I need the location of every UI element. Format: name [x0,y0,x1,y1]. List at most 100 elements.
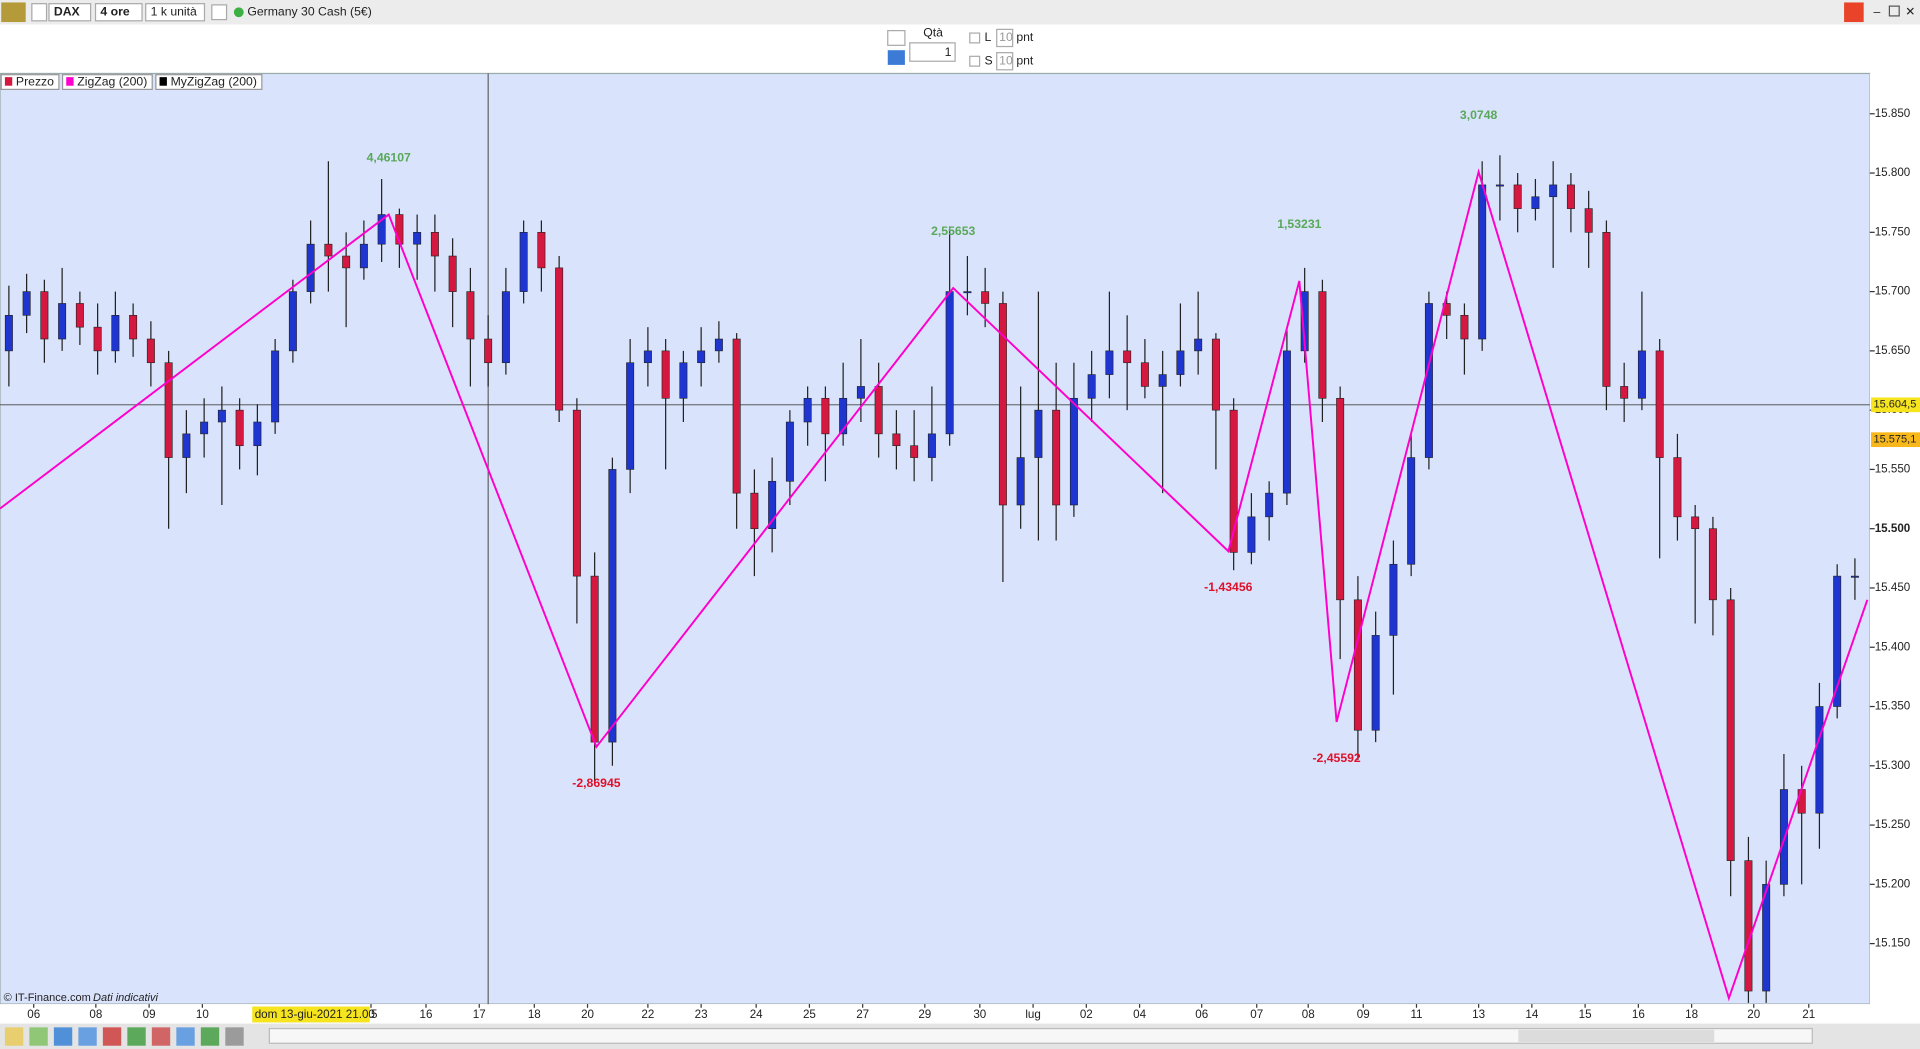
demo-icon[interactable] [1,2,26,23]
candle-body [164,362,173,458]
legend-label: MyZigZag (200) [171,74,257,88]
candle-body [1637,350,1646,399]
qty-input[interactable] [909,42,956,62]
short-unit: pnt [1016,53,1034,67]
candle-body [182,433,191,458]
x-tick-label: 27 [856,1008,869,1021]
toolbar-button[interactable] [29,1027,48,1046]
short-input[interactable] [996,52,1014,71]
candle-body [1034,409,1043,458]
candle-body [892,433,901,447]
candle-body [1265,492,1274,518]
y-tick-label: 15.300 [1875,759,1911,772]
toolbar-button[interactable] [78,1027,97,1046]
toolbar-button[interactable] [200,1027,220,1046]
candle-body [1833,575,1842,707]
long-checkbox[interactable] [969,32,981,44]
minimize[interactable]: – [1873,4,1880,18]
x-tick-label: 16 [1632,1008,1645,1021]
crosshair-date: dom 13-giu-2021 21.00 [255,1008,376,1021]
candle-body [555,267,564,411]
candle-body [661,350,670,399]
y-tick-label: 15.250 [1875,818,1911,831]
timeframe-select[interactable] [94,3,143,22]
qty: 1 [945,45,952,59]
y-tick-label: 15.650 [1875,344,1911,357]
candle-body [1531,196,1540,209]
candle-body [1318,291,1327,399]
timeframe: 4 ore [100,4,129,18]
candle-body [377,214,386,245]
candle-body [4,315,13,352]
candle-body [1620,386,1629,399]
candle-body [448,255,457,292]
info-button[interactable] [211,4,228,21]
y-tick-label: 15.450 [1875,581,1911,594]
scroll-thumb[interactable] [1518,1029,1715,1043]
zigzag-label: 4,46107 [367,150,411,164]
x-tick-label: 11 [1410,1008,1422,1021]
x-tick-label: lug [1025,1008,1041,1021]
toolbar-button[interactable] [4,1027,24,1046]
x-tick-label: 08 [1302,1008,1315,1021]
candle-body [1815,706,1824,814]
toolbar-button[interactable] [176,1027,195,1046]
x-tick-label: 10 [196,1008,209,1021]
candle-body [1602,232,1611,387]
candle-body [1052,409,1061,506]
zigzag-label: 2,55653 [931,224,975,238]
candle-body [235,409,244,447]
short-checkbox[interactable] [969,55,981,67]
candle-body [40,291,49,340]
toolbar-button[interactable] [151,1027,171,1046]
candle-body [146,338,155,364]
x-tick-label: 06 [1195,1008,1208,1021]
candle-body [324,243,333,257]
x-tick-label: 16 [420,1008,433,1021]
toolbar-button[interactable] [53,1027,73,1046]
candle-body [1247,516,1256,553]
candle-body [306,243,315,292]
time-axis [0,1004,1920,1024]
short-label: S [984,53,992,67]
candle-body [22,291,31,316]
x-tick-label: 24 [750,1008,763,1021]
toolbar-button[interactable] [225,1027,244,1046]
close[interactable]: ✕ [1905,4,1915,18]
candle-body [910,445,919,458]
long-input[interactable] [996,28,1014,48]
candle-body [1123,350,1132,364]
candle-body [111,315,120,352]
link-button[interactable] [31,3,48,22]
legend-item[interactable] [155,74,263,91]
candle-body [58,303,67,340]
candle-body [945,291,954,435]
restore[interactable] [1888,5,1900,17]
candle-body [679,362,688,399]
crosshair-date-box [252,1006,370,1023]
y-tick-label: 15.400 [1875,640,1911,653]
scrollbar[interactable] [268,1027,1813,1044]
candle-body [484,338,493,364]
x-tick-label: 22 [641,1008,654,1021]
instrument-select[interactable] [48,3,92,22]
legend-item[interactable] [0,74,60,91]
candle-body [1762,884,1771,992]
keyboard-button[interactable] [887,50,905,65]
candle-body [1566,184,1575,209]
candle-body [537,232,546,269]
toolbar-button[interactable] [127,1027,146,1046]
candle-body [856,386,865,399]
tool-button[interactable] [887,30,906,46]
legend-item[interactable] [61,74,153,91]
refresh-button[interactable] [1844,2,1864,23]
candle-body [714,338,723,352]
candle-body [501,291,510,364]
x-tick-label: 29 [918,1008,931,1021]
toolbar-button[interactable] [102,1027,122,1046]
units-select[interactable] [145,3,206,22]
candle-body [643,350,652,364]
candle-body [1460,315,1469,340]
candle-body [93,326,102,352]
candle-body [927,433,936,458]
